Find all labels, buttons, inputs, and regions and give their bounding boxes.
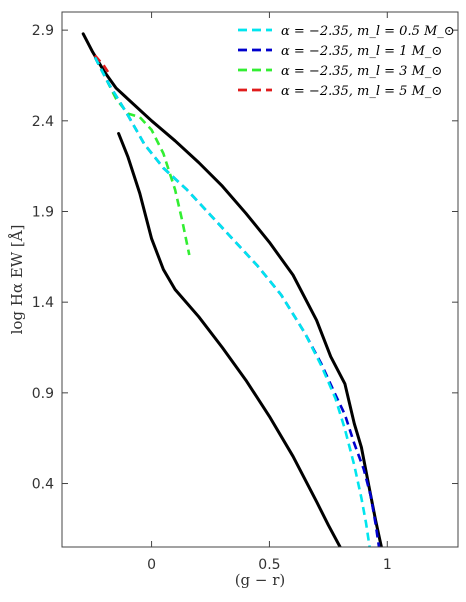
x-tick-label: 0 [147, 557, 156, 573]
reference-curve-line [117, 132, 342, 547]
series-line-0 [93, 56, 371, 547]
legend-label: α = −2.35, m_l = 5 M_⊙ [281, 84, 442, 99]
y-tick-label: 0.4 [32, 477, 54, 493]
y-tick-label: 1.4 [32, 295, 54, 311]
y-tick-label: 2.9 [32, 23, 54, 39]
legend-label: α = −2.35, m_l = 1 M_⊙ [281, 44, 442, 59]
x-tick-label: 0.5 [258, 557, 280, 573]
y-tick-label: 1.9 [32, 204, 54, 220]
reference-curve-line [81, 32, 383, 547]
y-tick-label: 2.4 [32, 114, 54, 130]
series-line-3 [94, 54, 111, 75]
legend-label: α = −2.35, m_l = 3 M_⊙ [281, 64, 442, 79]
legend-label: α = −2.35, m_l = 0.5 M_⊙ [281, 24, 455, 39]
axis-ticks: 0 0.5 1 0.4 0.9 1.4 1.9 2.4 2.9 [32, 12, 458, 573]
y-tick-label: 0.9 [32, 386, 54, 402]
y-axis-label: log Hα EW [Å] [8, 225, 26, 335]
legend: α = −2.35, m_l = 0.5 M_⊙ α = −2.35, m_l =… [238, 24, 455, 99]
plot-frame [61, 11, 459, 548]
x-tick-label: 1 [383, 557, 392, 573]
x-axis-label: (g − r) [235, 571, 286, 589]
plot-area [81, 32, 383, 547]
